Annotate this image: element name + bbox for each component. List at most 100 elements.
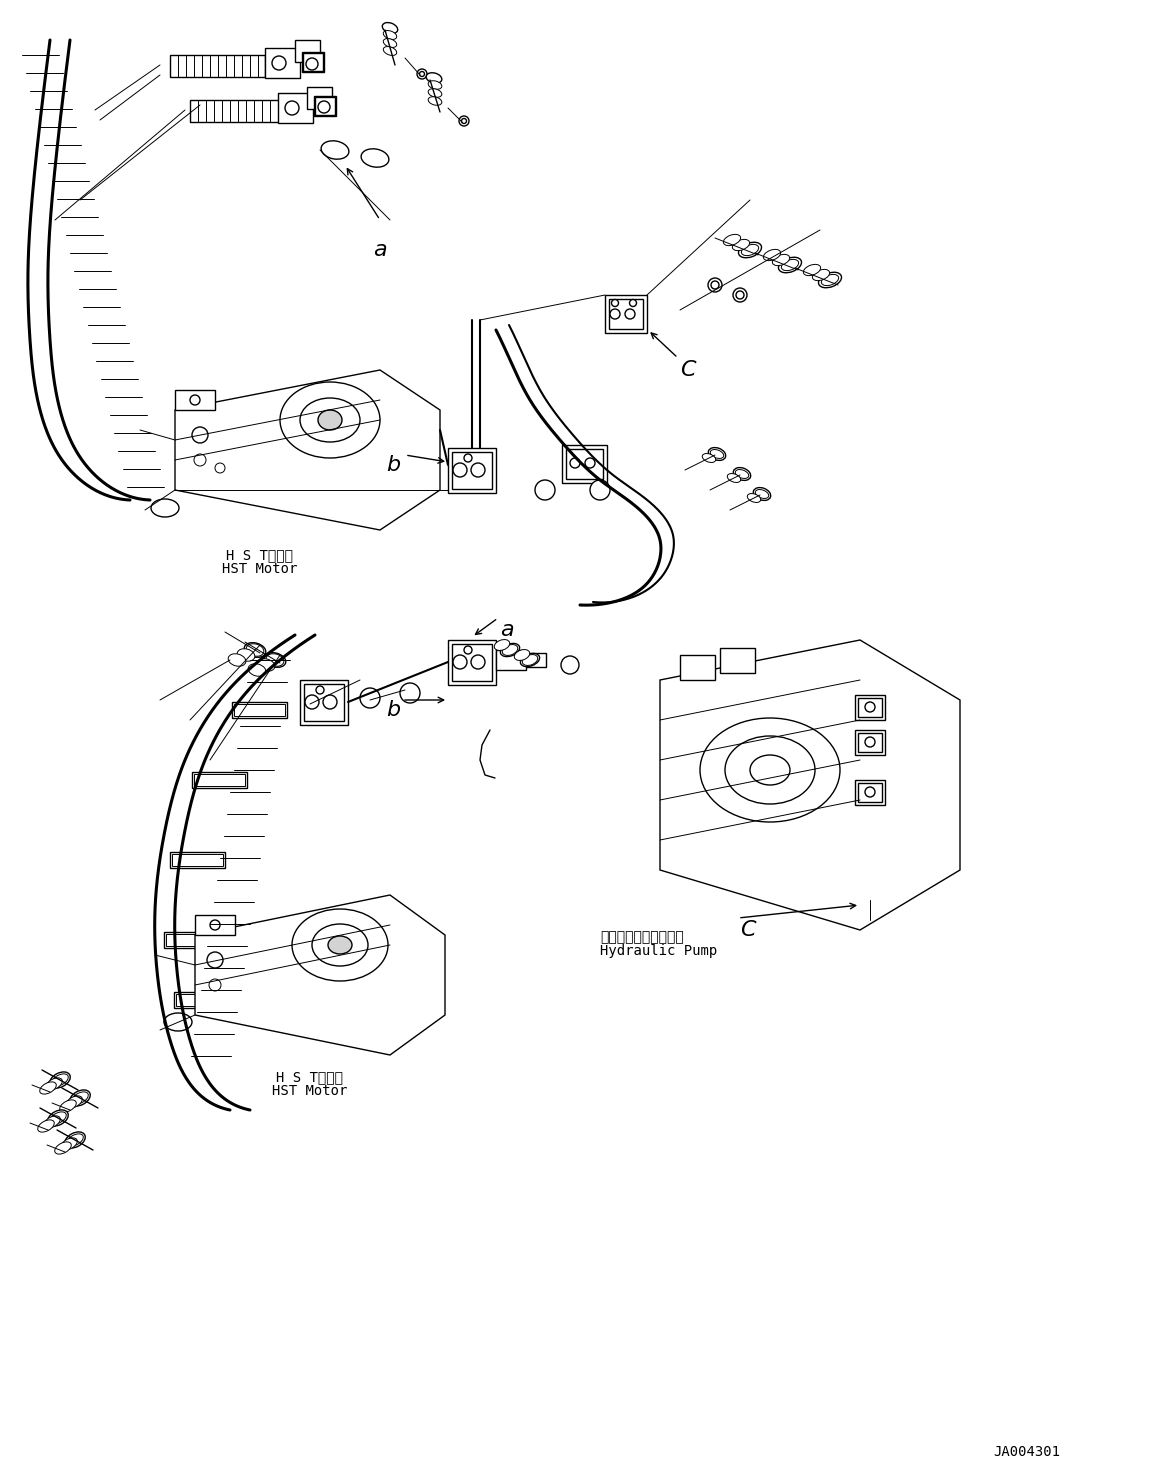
Text: b: b (386, 454, 400, 475)
Ellipse shape (257, 658, 275, 671)
Bar (302, 51, 324, 72)
Ellipse shape (266, 654, 283, 666)
Circle shape (708, 279, 722, 292)
Circle shape (459, 116, 469, 126)
Ellipse shape (742, 245, 759, 255)
Bar (448, 641, 496, 685)
Bar (448, 449, 496, 493)
Circle shape (535, 479, 555, 500)
Ellipse shape (47, 1110, 68, 1126)
Circle shape (570, 457, 580, 468)
Ellipse shape (708, 447, 725, 460)
Ellipse shape (69, 1089, 90, 1105)
Ellipse shape (327, 935, 352, 954)
Ellipse shape (318, 410, 342, 430)
Text: HST Motor: HST Motor (272, 1083, 348, 1098)
Circle shape (612, 299, 619, 306)
Ellipse shape (50, 1072, 71, 1088)
Circle shape (610, 309, 620, 320)
Bar (172, 855, 223, 866)
Circle shape (400, 683, 420, 704)
Bar (566, 449, 603, 479)
Circle shape (590, 479, 610, 500)
Circle shape (285, 101, 299, 114)
Circle shape (305, 59, 318, 70)
Ellipse shape (383, 47, 397, 56)
Circle shape (323, 695, 337, 710)
Ellipse shape (753, 488, 771, 500)
Circle shape (215, 463, 224, 474)
Bar (278, 92, 314, 123)
Text: ハイドロリックポンプ: ハイドロリックポンプ (600, 929, 684, 944)
Bar (609, 299, 643, 328)
Circle shape (471, 463, 485, 476)
Ellipse shape (702, 453, 716, 462)
Bar (194, 774, 245, 786)
Bar (307, 86, 332, 108)
Polygon shape (659, 641, 960, 929)
Text: JA004301: JA004301 (993, 1445, 1060, 1459)
Ellipse shape (500, 644, 519, 657)
Ellipse shape (237, 649, 255, 661)
Bar (526, 652, 546, 667)
Ellipse shape (803, 264, 820, 276)
Text: HST Motor: HST Motor (222, 561, 297, 576)
Bar (265, 48, 300, 78)
Bar (304, 685, 344, 721)
Ellipse shape (152, 498, 179, 517)
Ellipse shape (781, 259, 798, 271)
Bar (605, 295, 647, 333)
Bar (175, 390, 215, 410)
Polygon shape (196, 896, 445, 1056)
Bar (174, 992, 229, 1009)
Circle shape (471, 655, 485, 668)
Bar (300, 680, 348, 726)
Polygon shape (175, 369, 440, 531)
Bar (303, 53, 323, 70)
Bar (233, 702, 287, 718)
Bar (196, 915, 235, 935)
Ellipse shape (60, 1138, 78, 1151)
Ellipse shape (312, 924, 368, 966)
Ellipse shape (428, 89, 442, 97)
Circle shape (272, 56, 286, 70)
Ellipse shape (246, 644, 264, 657)
Circle shape (417, 69, 427, 79)
Ellipse shape (734, 468, 751, 481)
Circle shape (305, 695, 319, 710)
Ellipse shape (280, 383, 379, 457)
Ellipse shape (65, 1132, 86, 1148)
Circle shape (464, 647, 472, 654)
Ellipse shape (72, 1092, 88, 1104)
Text: b: b (386, 699, 400, 720)
Text: H S Tモータ: H S Tモータ (227, 548, 294, 561)
Circle shape (454, 463, 467, 476)
Ellipse shape (264, 652, 286, 667)
Circle shape (454, 655, 467, 668)
Ellipse shape (292, 909, 388, 981)
Circle shape (734, 287, 747, 302)
Bar (855, 780, 885, 805)
Ellipse shape (818, 273, 841, 287)
Ellipse shape (700, 718, 840, 822)
Bar (192, 773, 246, 789)
Ellipse shape (46, 1078, 62, 1091)
Ellipse shape (515, 649, 530, 661)
Ellipse shape (50, 1111, 66, 1124)
Bar (858, 733, 882, 752)
Circle shape (865, 702, 875, 712)
Ellipse shape (428, 97, 442, 106)
Bar (234, 704, 285, 715)
Ellipse shape (382, 22, 398, 34)
Ellipse shape (502, 645, 517, 655)
Ellipse shape (522, 654, 538, 666)
Ellipse shape (300, 397, 360, 443)
Bar (170, 852, 224, 868)
Ellipse shape (60, 1100, 76, 1113)
Bar (176, 994, 227, 1006)
Circle shape (316, 686, 324, 693)
Bar (452, 644, 492, 682)
Bar (855, 695, 885, 720)
Ellipse shape (248, 664, 266, 676)
Ellipse shape (821, 274, 839, 286)
